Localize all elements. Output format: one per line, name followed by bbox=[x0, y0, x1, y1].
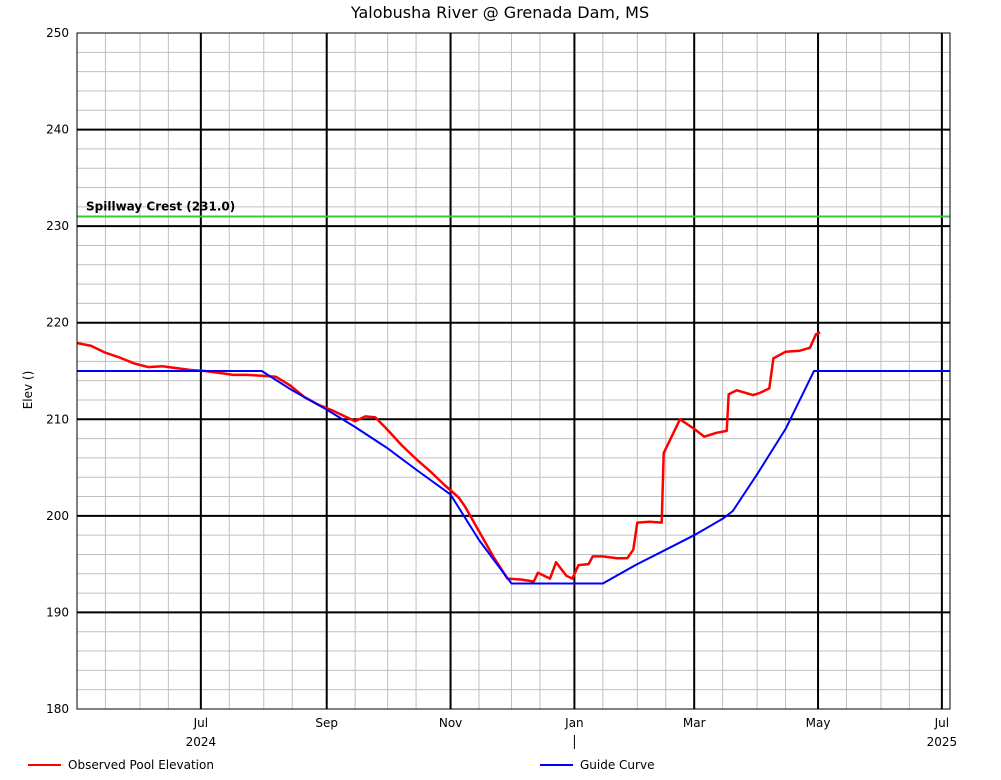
x-tick-label: May bbox=[806, 716, 831, 730]
y-axis-ticks: 180 190 200 210 220 230 240 250 bbox=[46, 26, 69, 716]
series-line-0 bbox=[76, 331, 821, 583]
x-year-label: 2024 bbox=[186, 735, 217, 749]
series-line-1 bbox=[77, 370, 950, 585]
x-tick-label: Jul bbox=[934, 716, 949, 730]
chart-title: Yalobusha River @ Grenada Dam, MS bbox=[350, 3, 649, 22]
y-tick-label: 200 bbox=[46, 509, 69, 523]
x-year-label: 2025 bbox=[927, 735, 958, 749]
x-tick-label: Jul bbox=[193, 716, 208, 730]
y-tick-label: 250 bbox=[46, 26, 69, 40]
plot-border bbox=[76, 32, 951, 710]
y-tick-label: 210 bbox=[46, 412, 69, 426]
y-tick-label: 190 bbox=[46, 605, 69, 619]
x-tick-label: Mar bbox=[683, 716, 706, 730]
legend-label: Guide Curve bbox=[580, 758, 654, 772]
legend: Observed Pool Elevation Guide Curve bbox=[28, 758, 654, 772]
y-tick-label: 220 bbox=[46, 316, 69, 330]
x-tick-label: Jan bbox=[564, 716, 584, 730]
x-axis-ticks: Jul Sep Nov Jan Mar May Jul 2024 2025 bbox=[186, 716, 958, 749]
y-axis-label: Elev () bbox=[21, 371, 35, 410]
y-tick-label: 240 bbox=[46, 123, 69, 137]
legend-label: Observed Pool Elevation bbox=[68, 758, 214, 772]
series-group bbox=[76, 331, 950, 585]
y-tick-label: 180 bbox=[46, 702, 69, 716]
spillway-crest-label: Spillway Crest (231.0) bbox=[86, 199, 235, 213]
x-tick-label: Nov bbox=[439, 716, 462, 730]
major-gridlines bbox=[77, 33, 950, 709]
reference-line-group: Spillway Crest (231.0) bbox=[77, 199, 950, 218]
x-tick-label: Sep bbox=[315, 716, 338, 730]
y-tick-label: 230 bbox=[46, 219, 69, 233]
